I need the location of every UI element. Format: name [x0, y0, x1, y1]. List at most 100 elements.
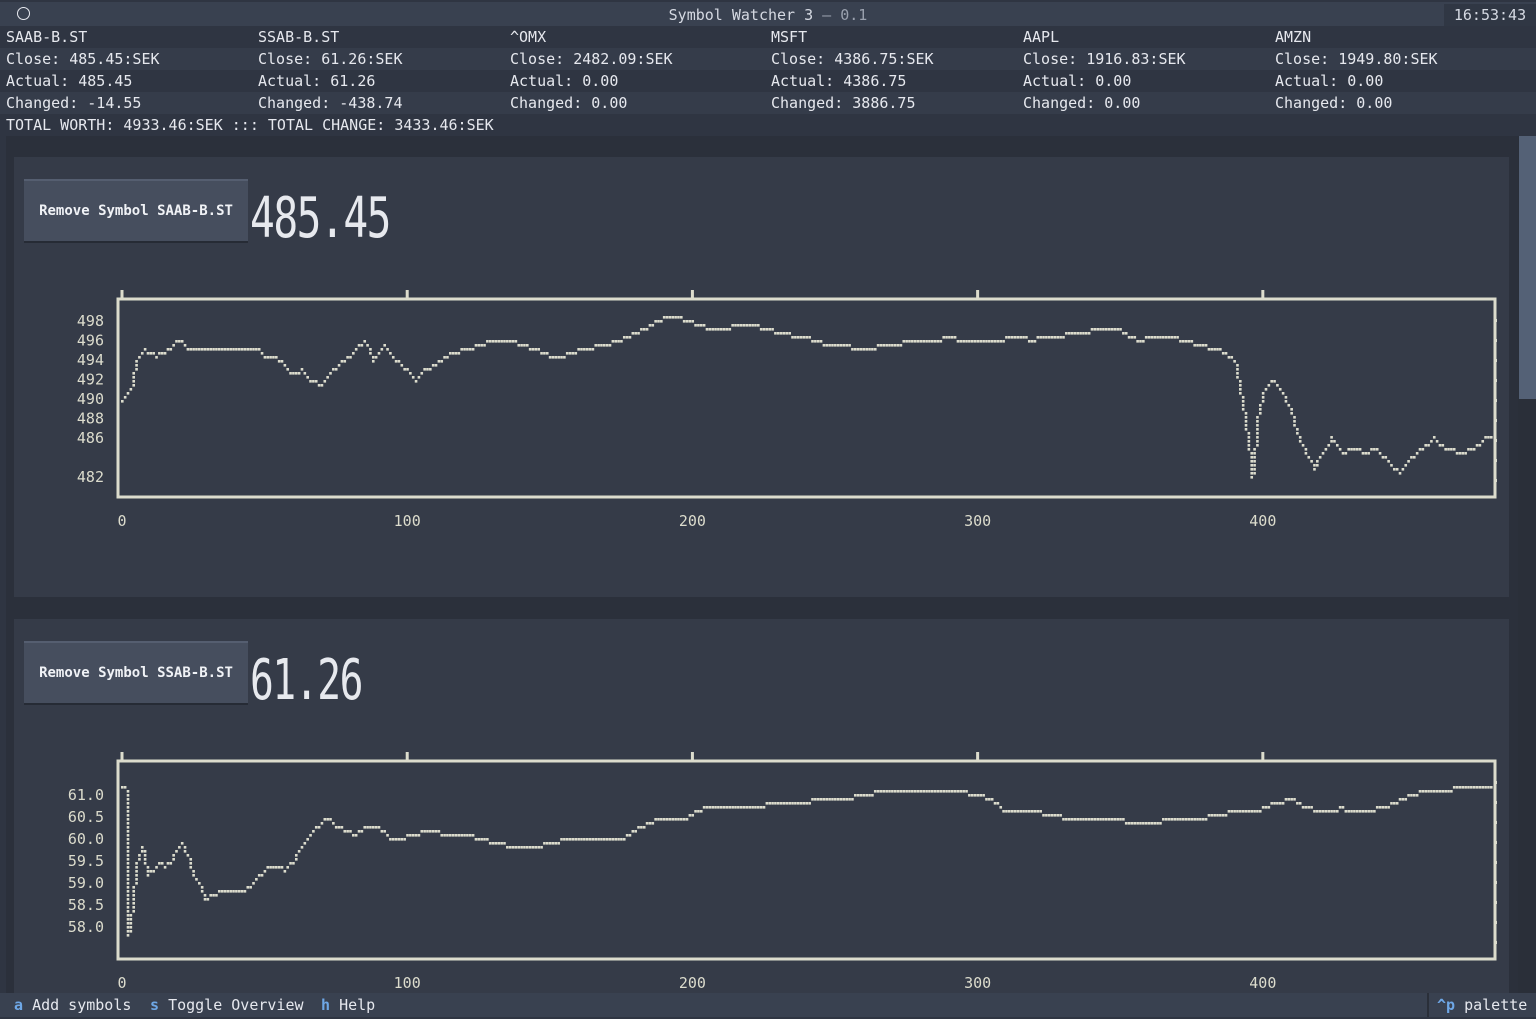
price-point [183, 344, 187, 347]
price-point [731, 806, 734, 809]
price-point [1036, 336, 1040, 339]
price-point [220, 348, 224, 351]
footer-palette[interactable]: ^p palette [1437, 993, 1527, 1017]
price-point [751, 324, 754, 327]
overview-close: Close: 2482.09:SEK [510, 50, 673, 68]
price-point [1344, 452, 1348, 455]
price-point [1296, 802, 1299, 805]
remove-symbol-button[interactable]: Remove Symbol SSAB-B.ST [24, 641, 248, 705]
price-point [1239, 380, 1242, 383]
price-point [739, 806, 743, 809]
price-point [1147, 336, 1151, 339]
price-point [1355, 448, 1359, 451]
price-point [448, 352, 452, 355]
price-point [702, 324, 706, 327]
price-point [491, 842, 495, 845]
price-point [634, 332, 637, 335]
price-point [950, 336, 954, 339]
price-point [1298, 440, 1302, 443]
price-point [776, 332, 780, 335]
price-point [1184, 340, 1188, 343]
price-point [1353, 448, 1356, 451]
price-point [822, 798, 826, 801]
price-point [1324, 448, 1328, 451]
price-point [868, 348, 871, 351]
price-point [885, 344, 888, 347]
price-point [1253, 456, 1256, 459]
price-point [1390, 802, 1393, 805]
price-point [1344, 810, 1348, 813]
price-point [1341, 452, 1345, 455]
price-point [172, 858, 175, 861]
price-point [554, 842, 558, 845]
price-point [149, 352, 153, 355]
price-point [163, 866, 167, 869]
price-point [908, 790, 911, 793]
price-point [608, 344, 612, 347]
price-point [711, 806, 714, 809]
footer-toggle-overview[interactable]: s Toggle Overview [150, 993, 304, 1017]
price-point [919, 790, 923, 793]
footer-help[interactable]: h Help [321, 993, 375, 1017]
price-point [460, 348, 463, 351]
price-point [371, 826, 375, 829]
price-point [1130, 336, 1134, 339]
price-point [982, 340, 985, 343]
price-point [189, 858, 193, 861]
price-point [708, 806, 712, 809]
price-point [1087, 332, 1091, 335]
price-point [1253, 472, 1256, 475]
price-point [565, 838, 569, 841]
price-point [839, 344, 843, 347]
price-point [654, 320, 657, 323]
price-point [548, 356, 552, 359]
price-point [1418, 448, 1422, 451]
price-point [1338, 806, 1342, 809]
price-point [694, 810, 697, 813]
price-point [1364, 810, 1368, 813]
price-point [1050, 814, 1054, 817]
price-point [215, 348, 218, 351]
price-point [611, 340, 615, 343]
x-tick-label: 300 [964, 974, 991, 992]
scrollbar-thumb[interactable] [1519, 136, 1536, 399]
price-point [397, 838, 401, 841]
app-circle-icon[interactable] [17, 7, 30, 20]
price-point [386, 348, 389, 351]
price-point [1318, 810, 1322, 813]
price-point [172, 854, 175, 857]
price-point [1253, 464, 1256, 467]
price-point [834, 344, 837, 347]
price-point [126, 898, 130, 901]
price-point [180, 842, 184, 845]
price-point [725, 806, 729, 809]
right-edge-tick [1494, 901, 1497, 904]
price-point [491, 340, 495, 343]
price-point [297, 372, 301, 375]
footer-add-symbols[interactable]: a Add symbols [14, 993, 131, 1017]
price-point [528, 348, 532, 351]
price-point [183, 850, 187, 853]
price-point [297, 850, 301, 853]
price-point [380, 830, 384, 833]
overview-actual: Actual: 4386.75 [771, 72, 907, 90]
price-point [1430, 790, 1433, 793]
price-point [828, 798, 831, 801]
price-point [677, 316, 680, 319]
price-point [719, 806, 723, 809]
price-point [249, 886, 252, 889]
price-point [1256, 420, 1259, 423]
price-point [1461, 786, 1465, 789]
right-edge-tick [1494, 339, 1497, 342]
price-point [1236, 364, 1239, 367]
price-point [1082, 818, 1085, 821]
price-point [1090, 818, 1094, 821]
price-point [1304, 806, 1308, 809]
price-display: 61.26 [250, 649, 364, 709]
price-point [1461, 452, 1465, 455]
price-point [1258, 412, 1262, 415]
price-point [680, 316, 683, 319]
price-point [517, 344, 521, 347]
remove-symbol-button[interactable]: Remove Symbol SAAB-B.ST [24, 179, 248, 243]
price-point [215, 894, 218, 897]
